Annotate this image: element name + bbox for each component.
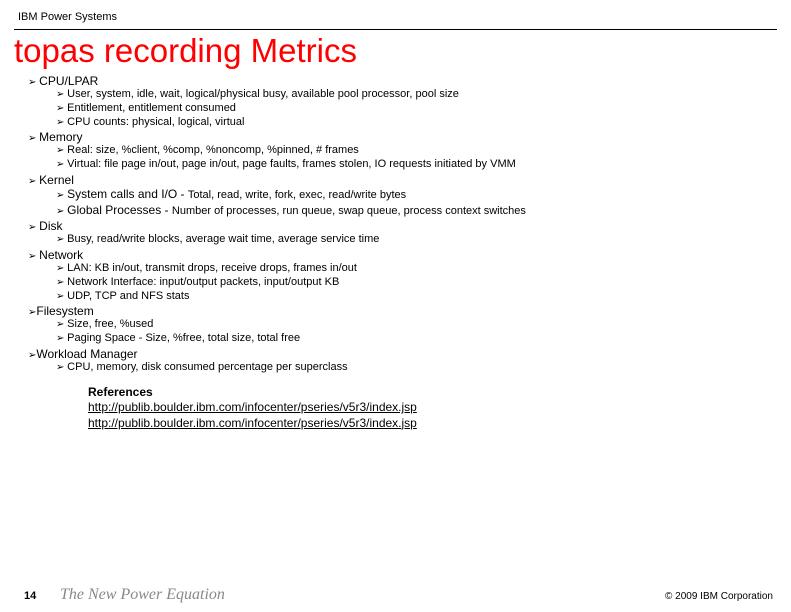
bullet-item: Virtual: file page in/out, page in/out, … (56, 158, 771, 172)
bullet-item: System calls and I/O - Total, read, writ… (56, 187, 771, 203)
bullet-item: LAN: KB in/out, transmit drops, receive … (56, 262, 771, 276)
header-divider (14, 29, 777, 30)
content-body: CPU/LPAR User, system, idle, wait, logic… (28, 74, 771, 431)
copyright-text: © 2009 IBM Corporation (665, 591, 773, 602)
bullet-item: Global Processes - Number of processes, … (56, 203, 771, 219)
section-wlm: Workload Manager (28, 347, 771, 361)
section-memory: Memory (28, 130, 771, 144)
references-title: References (88, 385, 771, 401)
section-cpu: CPU/LPAR (28, 74, 771, 88)
bullet-item: CPU, memory, disk consumed percentage pe… (56, 361, 771, 375)
section-disk: Disk (28, 219, 771, 233)
bullet-item: User, system, idle, wait, logical/physic… (56, 88, 771, 102)
bullet-item: Real: size, %client, %comp, %noncomp, %p… (56, 144, 771, 158)
bullet-item: Size, free, %used (56, 318, 771, 332)
bullet-item: UDP, TCP and NFS stats (56, 290, 771, 304)
section-filesystem: Filesystem (28, 304, 771, 318)
header-brand: IBM Power Systems (18, 11, 117, 23)
section-network: Network (28, 248, 771, 262)
bullet-item: Entitlement, entitlement consumed (56, 102, 771, 116)
section-kernel: Kernel (28, 173, 771, 187)
bullet-item: Network Interface: input/output packets,… (56, 276, 771, 290)
references-block: References http://publib.boulder.ibm.com… (88, 385, 771, 432)
slide-title: topas recording Metrics (14, 32, 791, 70)
bullet-item: CPU counts: physical, logical, virtual (56, 116, 771, 130)
slide-footer: 14 © 2009 IBM Corporation (0, 590, 791, 602)
page-number: 14 (24, 590, 36, 602)
slide-header: IBM Power Systems (0, 0, 791, 29)
reference-link[interactable]: http://publib.boulder.ibm.com/infocenter… (88, 416, 771, 432)
bullet-item: Paging Space - Size, %free, total size, … (56, 332, 771, 346)
bullet-item: Busy, read/write blocks, average wait ti… (56, 233, 771, 247)
reference-link[interactable]: http://publib.boulder.ibm.com/infocenter… (88, 400, 771, 416)
